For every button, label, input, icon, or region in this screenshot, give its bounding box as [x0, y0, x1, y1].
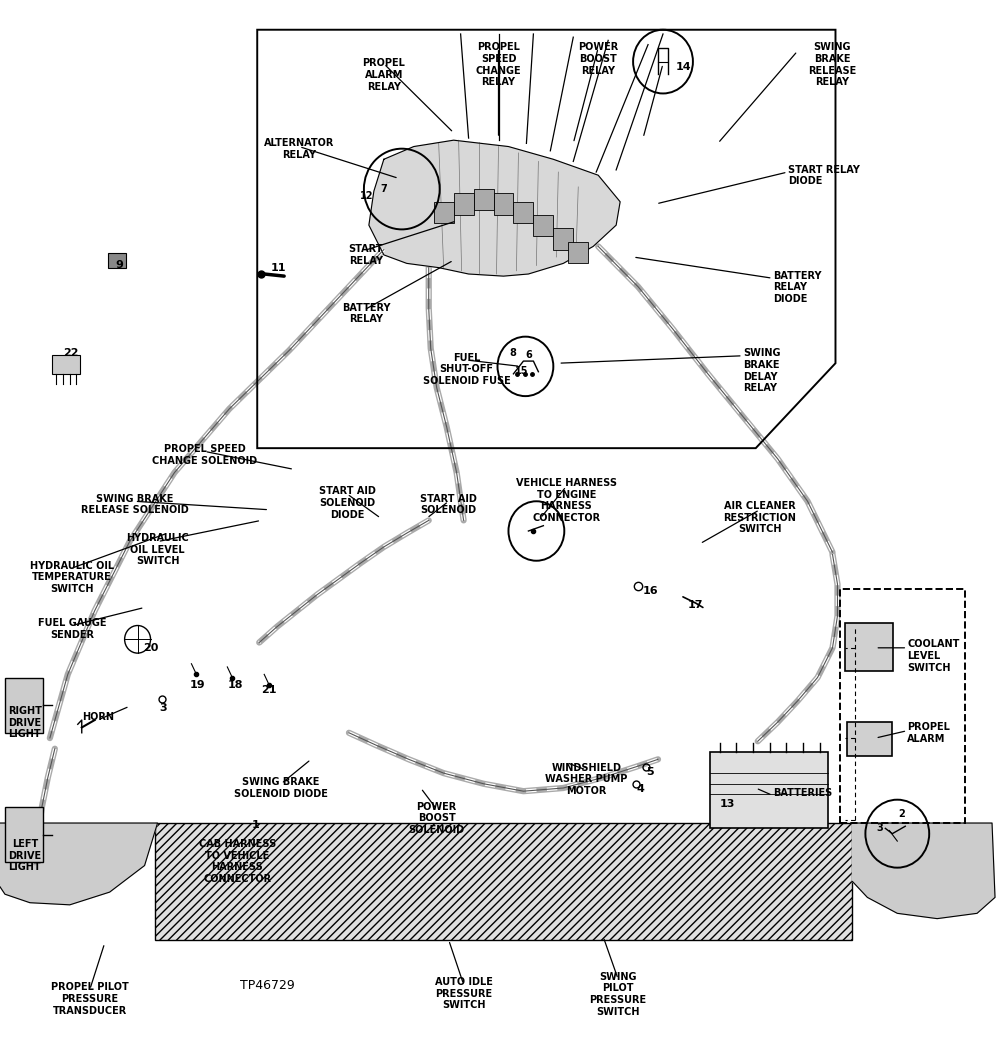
Text: PROPEL
SPEED
CHANGE
RELAY: PROPEL SPEED CHANGE RELAY [476, 42, 521, 87]
Text: 11: 11 [271, 263, 287, 273]
Text: 21: 21 [261, 685, 277, 695]
Text: CAB HARNESS
TO VEHICLE
HARNESS
CONNECTOR: CAB HARNESS TO VEHICLE HARNESS CONNECTOR [198, 839, 276, 884]
Text: TP46729: TP46729 [240, 979, 294, 992]
Text: 2: 2 [898, 809, 904, 819]
Text: 13: 13 [720, 799, 735, 808]
Text: 14: 14 [676, 62, 692, 71]
Bar [568, 242, 588, 263]
Bar [553, 228, 573, 250]
Bar [52, 355, 80, 374]
Text: BATTERIES: BATTERIES [773, 788, 831, 798]
Text: 9: 9 [116, 260, 124, 270]
Text: 3: 3 [160, 703, 167, 713]
Bar [840, 589, 965, 823]
Bar [5, 678, 43, 733]
Text: START RELAY
DIODE: START RELAY DIODE [788, 165, 859, 186]
Text: PROPEL
ALARM
RELAY: PROPEL ALARM RELAY [362, 58, 406, 91]
Text: BATTERY
RELAY: BATTERY RELAY [342, 303, 390, 324]
Text: SWING
PILOT
PRESSURE
SWITCH: SWING PILOT PRESSURE SWITCH [589, 972, 647, 1016]
Text: PROPEL SPEED
CHANGE SOLENOID: PROPEL SPEED CHANGE SOLENOID [152, 444, 257, 465]
Text: HORN: HORN [82, 712, 114, 721]
Text: SWING
BRAKE
DELAY
RELAY: SWING BRAKE DELAY RELAY [743, 348, 781, 393]
Text: FUEL
SHUT-OFF
SOLENOID FUSE: FUEL SHUT-OFF SOLENOID FUSE [423, 353, 510, 386]
Bar [533, 215, 553, 236]
Polygon shape [852, 823, 995, 919]
Text: POWER
BOOST
RELAY: POWER BOOST RELAY [578, 42, 618, 75]
Bar [108, 253, 126, 268]
Bar [494, 193, 513, 215]
Text: PROPEL PILOT
PRESSURE
TRANSDUCER: PROPEL PILOT PRESSURE TRANSDUCER [51, 982, 129, 1015]
Text: 15: 15 [514, 366, 528, 376]
Text: 5: 5 [646, 767, 654, 776]
Text: POWER
BOOST
SOLENOID: POWER BOOST SOLENOID [409, 802, 465, 835]
Text: PROPEL
ALARM: PROPEL ALARM [907, 722, 950, 743]
Text: AUTO IDLE
PRESSURE
SWITCH: AUTO IDLE PRESSURE SWITCH [435, 977, 493, 1010]
Text: START AID
SOLENOID: START AID SOLENOID [420, 494, 478, 515]
Text: START AID
SOLENOID
DIODE: START AID SOLENOID DIODE [318, 486, 376, 519]
Text: VEHICLE HARNESS
TO ENGINE
HARNESS
CONNECTOR: VEHICLE HARNESS TO ENGINE HARNESS CONNEC… [515, 478, 617, 523]
Text: WINDSHIELD
WASHER PUMP
MOTOR: WINDSHIELD WASHER PUMP MOTOR [545, 763, 627, 795]
Text: BATTERY
RELAY
DIODE: BATTERY RELAY DIODE [773, 271, 822, 304]
Bar [434, 202, 454, 223]
Polygon shape [369, 140, 620, 276]
Bar [845, 623, 893, 671]
Text: 4: 4 [636, 784, 644, 793]
Text: 20: 20 [144, 643, 159, 652]
Text: SWING BRAKE
RELEASE SOLENOID: SWING BRAKE RELEASE SOLENOID [81, 494, 188, 515]
Text: HYDRAULIC OIL
TEMPERATURE
SWITCH: HYDRAULIC OIL TEMPERATURE SWITCH [30, 561, 114, 594]
Text: START
RELAY: START RELAY [349, 244, 383, 266]
Text: 8: 8 [509, 348, 515, 358]
Text: LEFT
DRIVE
LIGHT: LEFT DRIVE LIGHT [8, 839, 42, 872]
Text: COOLANT
LEVEL
SWITCH: COOLANT LEVEL SWITCH [907, 639, 960, 672]
Bar [513, 202, 533, 223]
Bar [5, 807, 43, 862]
Text: 6: 6 [525, 350, 531, 360]
Polygon shape [0, 823, 158, 905]
Bar [710, 752, 828, 828]
Text: RIGHT
DRIVE
LIGHT: RIGHT DRIVE LIGHT [8, 706, 42, 739]
Text: 3: 3 [876, 823, 882, 833]
Text: ALTERNATOR
RELAY: ALTERNATOR RELAY [264, 138, 334, 159]
Text: 16: 16 [643, 586, 659, 596]
Text: 22: 22 [63, 348, 79, 358]
Bar [474, 189, 494, 210]
Text: 1: 1 [251, 820, 259, 829]
Text: 12: 12 [360, 191, 374, 201]
Bar [847, 722, 892, 756]
Text: 19: 19 [189, 680, 205, 689]
Bar [454, 193, 474, 215]
Text: 7: 7 [381, 184, 387, 193]
Text: HYDRAULIC
OIL LEVEL
SWITCH: HYDRAULIC OIL LEVEL SWITCH [127, 533, 188, 566]
Text: 18: 18 [227, 680, 243, 689]
Text: AIR CLEANER
RESTRICTION
SWITCH: AIR CLEANER RESTRICTION SWITCH [723, 501, 797, 534]
Polygon shape [155, 823, 852, 940]
Text: FUEL GAUGE
SENDER: FUEL GAUGE SENDER [38, 618, 106, 639]
Text: SWING
BRAKE
RELEASE
RELAY: SWING BRAKE RELEASE RELAY [809, 42, 856, 87]
Text: 17: 17 [688, 600, 704, 610]
Text: SWING BRAKE
SOLENOID DIODE: SWING BRAKE SOLENOID DIODE [234, 777, 328, 799]
